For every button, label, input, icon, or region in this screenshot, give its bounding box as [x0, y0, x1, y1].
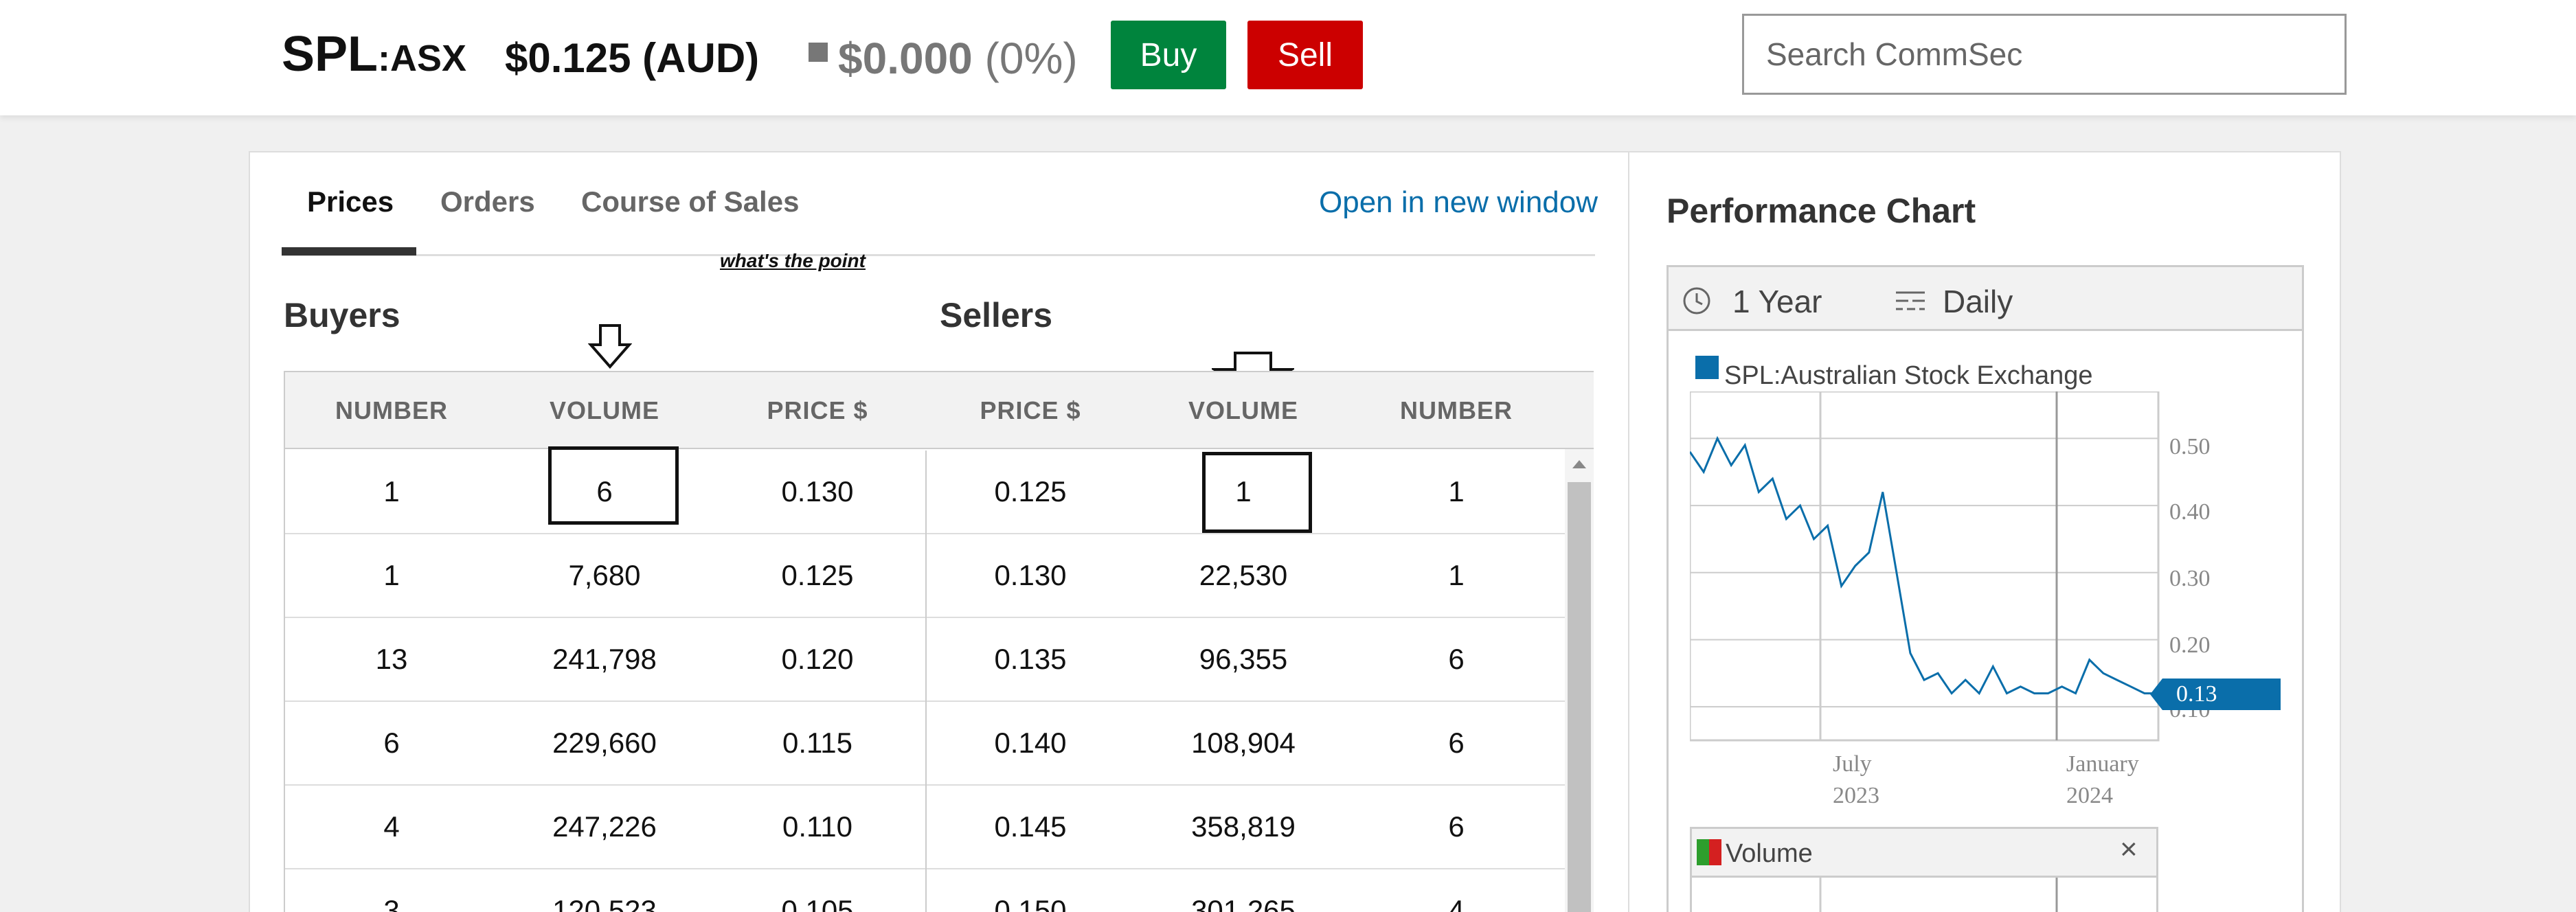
- table-header: NUMBER VOLUME PRICE $ PRICE $ VOLUME NUM…: [285, 372, 1594, 449]
- sellers-title: Sellers: [940, 296, 1053, 334]
- y-tick-label: 0.50: [2169, 434, 2211, 459]
- buy-price-cell: 0.125: [781, 559, 854, 591]
- buy-sell-divider: [925, 451, 927, 912]
- sell-price-cell: 0.135: [994, 643, 1067, 675]
- sell-price-cell: 0.125: [994, 475, 1067, 508]
- buy-price-cell: 0.105: [781, 894, 854, 912]
- highlight-box: [1202, 452, 1312, 533]
- down-arrow-icon: [588, 324, 632, 369]
- close-icon[interactable]: ×: [2120, 832, 2138, 866]
- sell-button[interactable]: Sell: [1247, 21, 1363, 89]
- x-tick-year: 2024: [2066, 783, 2113, 808]
- sell-number-cell: 6: [1448, 643, 1465, 675]
- column-header: PRICE $: [980, 396, 1081, 424]
- sell-number-cell: 4: [1448, 894, 1465, 912]
- price-line-chart[interactable]: [1690, 391, 2164, 749]
- sell-volume-cell: 301,265: [1191, 894, 1296, 912]
- volume-icon: [1709, 839, 1721, 865]
- column-header: PRICE $: [767, 396, 868, 424]
- buy-price-cell: 0.110: [782, 810, 852, 843]
- sell-volume-cell: 1: [1235, 475, 1252, 508]
- active-tab-indicator: [282, 247, 416, 255]
- ticker-symbol: SPL:ASX: [282, 26, 466, 82]
- search-input[interactable]: [1742, 14, 2347, 95]
- x-tick-year: 2023: [1833, 783, 1879, 808]
- volume-label: Volume: [1726, 839, 1813, 868]
- volume-icon: [1697, 839, 1709, 865]
- sell-price-cell: 0.145: [994, 810, 1067, 843]
- column-header: NUMBER: [1400, 396, 1513, 424]
- buy-number-cell: 13: [375, 643, 408, 675]
- sell-number-cell: 1: [1448, 559, 1465, 591]
- sell-volume-cell: 96,355: [1199, 643, 1288, 675]
- column-header: NUMBER: [335, 396, 448, 424]
- column-header: VOLUME: [549, 396, 659, 424]
- buy-number-cell: 6: [383, 727, 400, 759]
- x-tick-month: July: [1833, 751, 1872, 777]
- last-price: $0.125 (AUD): [505, 35, 760, 81]
- x-tick-month: January: [2066, 751, 2139, 777]
- tab-prices[interactable]: Prices: [307, 185, 394, 218]
- y-tick-label: 0.40: [2169, 499, 2211, 525]
- panel-divider: [1628, 151, 1629, 912]
- change-percent: (0%): [984, 34, 1078, 83]
- interval-icon: [1896, 291, 1925, 310]
- tab-baseline: [282, 254, 1595, 256]
- sell-number-cell: 1: [1448, 475, 1465, 508]
- volume-header: [1690, 827, 2158, 878]
- buy-button[interactable]: Buy: [1111, 21, 1226, 89]
- sell-price-cell: 0.140: [994, 727, 1067, 759]
- interval-selector[interactable]: Daily: [1943, 284, 2013, 319]
- buy-number-cell: 3: [383, 894, 400, 912]
- buy-number-cell: 4: [383, 810, 400, 843]
- sell-volume-cell: 22,530: [1199, 559, 1288, 591]
- period-selector[interactable]: 1 Year: [1732, 284, 1822, 319]
- highlight-box: [548, 446, 679, 525]
- no-change-icon: [809, 43, 828, 62]
- sell-volume-cell: 108,904: [1191, 727, 1296, 759]
- legend-swatch: [1695, 356, 1719, 379]
- last-value-pointer: [2150, 679, 2162, 710]
- table-row[interactable]: 3 120,523 0.105 0.150 301,265 4: [285, 869, 1566, 912]
- price-series-line: [1690, 435, 2158, 696]
- sell-price-cell: 0.130: [994, 559, 1067, 591]
- last-value-tag: 0.13: [2162, 679, 2281, 710]
- buy-price-cell: 0.130: [781, 475, 854, 508]
- buy-price-cell: 0.115: [782, 727, 852, 759]
- buy-price-cell: 0.120: [781, 643, 854, 675]
- price-change: $0.000 (0%): [838, 33, 1078, 84]
- sell-price-cell: 0.150: [994, 894, 1067, 912]
- clock-icon: [1683, 287, 1710, 315]
- annotation-note: what's the point: [720, 250, 866, 271]
- buy-number-cell: 1: [383, 475, 400, 508]
- buy-volume-cell: 6: [596, 475, 613, 508]
- volume-chart-area: [1819, 878, 2058, 912]
- tab-course-of-sales[interactable]: Course of Sales: [581, 185, 800, 218]
- open-new-window-link[interactable]: Open in new window: [1319, 185, 1598, 219]
- performance-chart-title: Performance Chart: [1667, 192, 1976, 230]
- symbol-code: SPL: [282, 27, 379, 82]
- scrollbar-thumb[interactable]: [1568, 482, 1591, 912]
- legend-label: SPL:Australian Stock Exchange: [1724, 361, 2093, 390]
- y-tick-label: 0.20: [2169, 632, 2211, 658]
- tab-orders[interactable]: Orders: [440, 185, 535, 218]
- buy-volume-cell: 247,226: [552, 810, 657, 843]
- scroll-up-icon[interactable]: [1572, 460, 1586, 468]
- sell-number-cell: 6: [1448, 810, 1465, 843]
- chart-controls-bar: [1667, 265, 2304, 331]
- buy-number-cell: 1: [383, 559, 400, 591]
- sell-number-cell: 6: [1448, 727, 1465, 759]
- buyers-title: Buyers: [284, 296, 400, 334]
- buy-volume-cell: 241,798: [552, 643, 657, 675]
- buy-volume-cell: 7,680: [568, 559, 641, 591]
- buy-volume-cell: 229,660: [552, 727, 657, 759]
- change-value: $0.000: [838, 34, 973, 83]
- sell-volume-cell: 358,819: [1191, 810, 1296, 843]
- y-tick-label: 0.30: [2169, 566, 2211, 591]
- buy-volume-cell: 120,523: [552, 894, 657, 912]
- column-header: VOLUME: [1188, 396, 1298, 424]
- symbol-exchange: :ASX: [378, 38, 467, 79]
- market-depth-table: NUMBER VOLUME PRICE $ PRICE $ VOLUME NUM…: [284, 371, 1594, 912]
